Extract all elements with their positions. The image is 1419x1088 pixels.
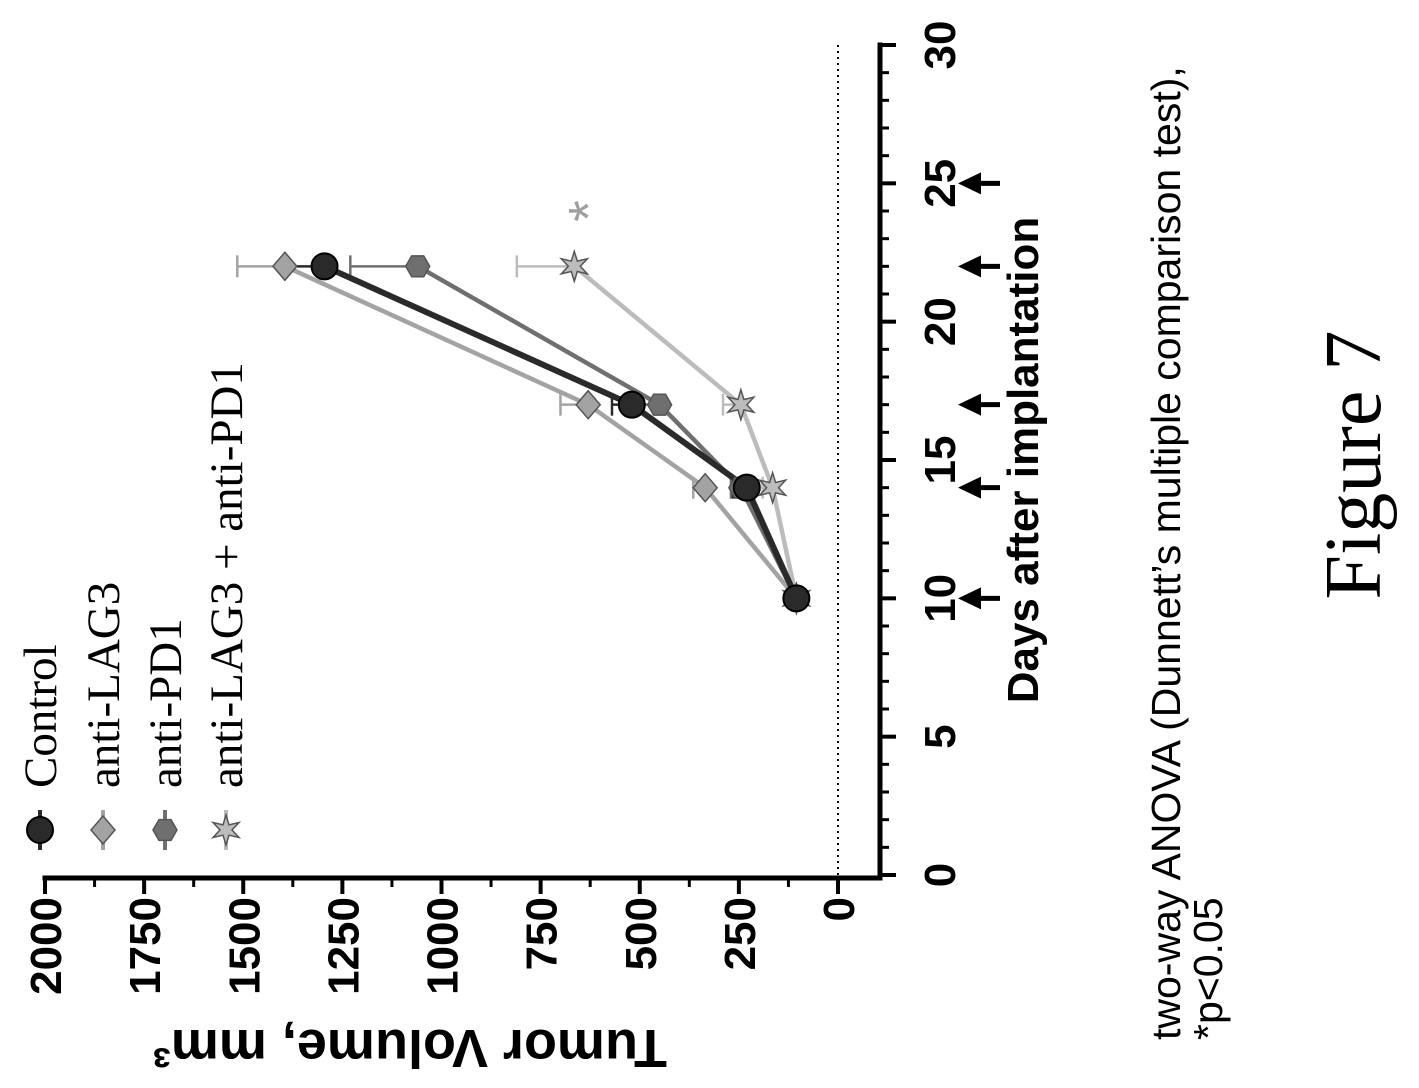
treatment-arrow-icon [958, 255, 1000, 278]
y-tick-label: 0 [815, 897, 864, 921]
anti-lag3-marker [271, 251, 298, 282]
legend-marker-circle-icon [26, 816, 54, 844]
control-marker [732, 473, 761, 502]
significance-footnote: *p<0.05 [1185, 898, 1231, 1041]
x-tick-label: 15 [916, 436, 965, 485]
figure-caption: Figure 7 [1310, 331, 1398, 600]
y-tick-label: 750 [518, 897, 567, 970]
statistics-footnote: two-way ANOVA (Dunnett’s multiple compar… [1143, 66, 1189, 1040]
treatment-arrow-icon [958, 587, 1000, 610]
legend-marker-hexagon-icon [152, 818, 178, 842]
x-tick-label: 5 [916, 724, 965, 748]
anti-lag3-marker [575, 389, 602, 420]
legend-label-anti-lag3: anti-LAG3 [78, 582, 130, 788]
treatment-arrow-icon [958, 393, 1000, 416]
anti-pd1-marker [646, 393, 673, 416]
anti-lag3-anti-pd1-marker [757, 470, 788, 506]
legend-symbol-anti-pd1 [152, 810, 178, 850]
x-axis-title: Days after implantation [999, 217, 1048, 704]
y-tick-label: 1750 [121, 897, 170, 995]
x-tick-label: 25 [916, 159, 965, 208]
control-line [323, 263, 800, 600]
legend-symbol-anti-lag3 [90, 810, 116, 850]
anti-lag3-anti-pd1-line [572, 264, 799, 599]
x-tick-label: 0 [916, 863, 965, 887]
anti-lag3-line [283, 264, 799, 600]
anti-lag3-marker [692, 472, 719, 503]
x-tick-label: 10 [916, 574, 965, 623]
control-marker [310, 252, 339, 281]
arrow-head [958, 476, 981, 499]
arrow-head [958, 393, 981, 416]
legend-label-control: Control [15, 644, 67, 788]
legend-symbol-anti-lag3-anti-pd1 [210, 810, 242, 850]
x-tick-label: 20 [916, 297, 965, 346]
y-tick-label: 1500 [220, 897, 269, 995]
legend-marker-diamond-icon [90, 814, 116, 846]
control-marker [617, 390, 646, 419]
y-tick-label: 500 [617, 897, 666, 970]
treatment-arrow-icon [958, 476, 1000, 499]
anti-pd1-marker [404, 255, 431, 278]
x-tick-label: 30 [916, 21, 965, 70]
anti-lag3-anti-pd1-marker [559, 248, 590, 284]
arrow-head [958, 172, 981, 195]
chart-plot-area: 0 250 500 750 1000 1250 1500 1750 2000 0 5 10 15 20 25… [22, 21, 1000, 995]
y-tick-label: 1250 [319, 897, 368, 995]
anti-lag3-anti-pd1-marker [725, 387, 756, 423]
arrow-head [958, 587, 981, 610]
arrow-head [958, 255, 981, 278]
legend-label-anti-lag3-anti-pd1: anti-LAG3 + anti-PD1 [201, 362, 253, 788]
anti-pd1-line [416, 264, 799, 600]
treatment-arrow-icon [958, 172, 1000, 195]
y-axis-title: Tumor Volume, mm³ [153, 1018, 667, 1078]
control-marker [782, 584, 811, 613]
y-tick-label: 250 [716, 897, 765, 970]
legend-marker-star-icon [210, 812, 242, 848]
legend: Control anti-LAG3 anti-PD1 anti-LAG3 + a… [15, 362, 253, 850]
significance-asterisk: * [556, 200, 619, 222]
y-tick-label: 2000 [22, 897, 71, 995]
legend-symbol-control [26, 810, 54, 850]
y-tick-label: 1000 [419, 897, 468, 995]
legend-label-anti-pd1: anti-PD1 [140, 618, 192, 788]
